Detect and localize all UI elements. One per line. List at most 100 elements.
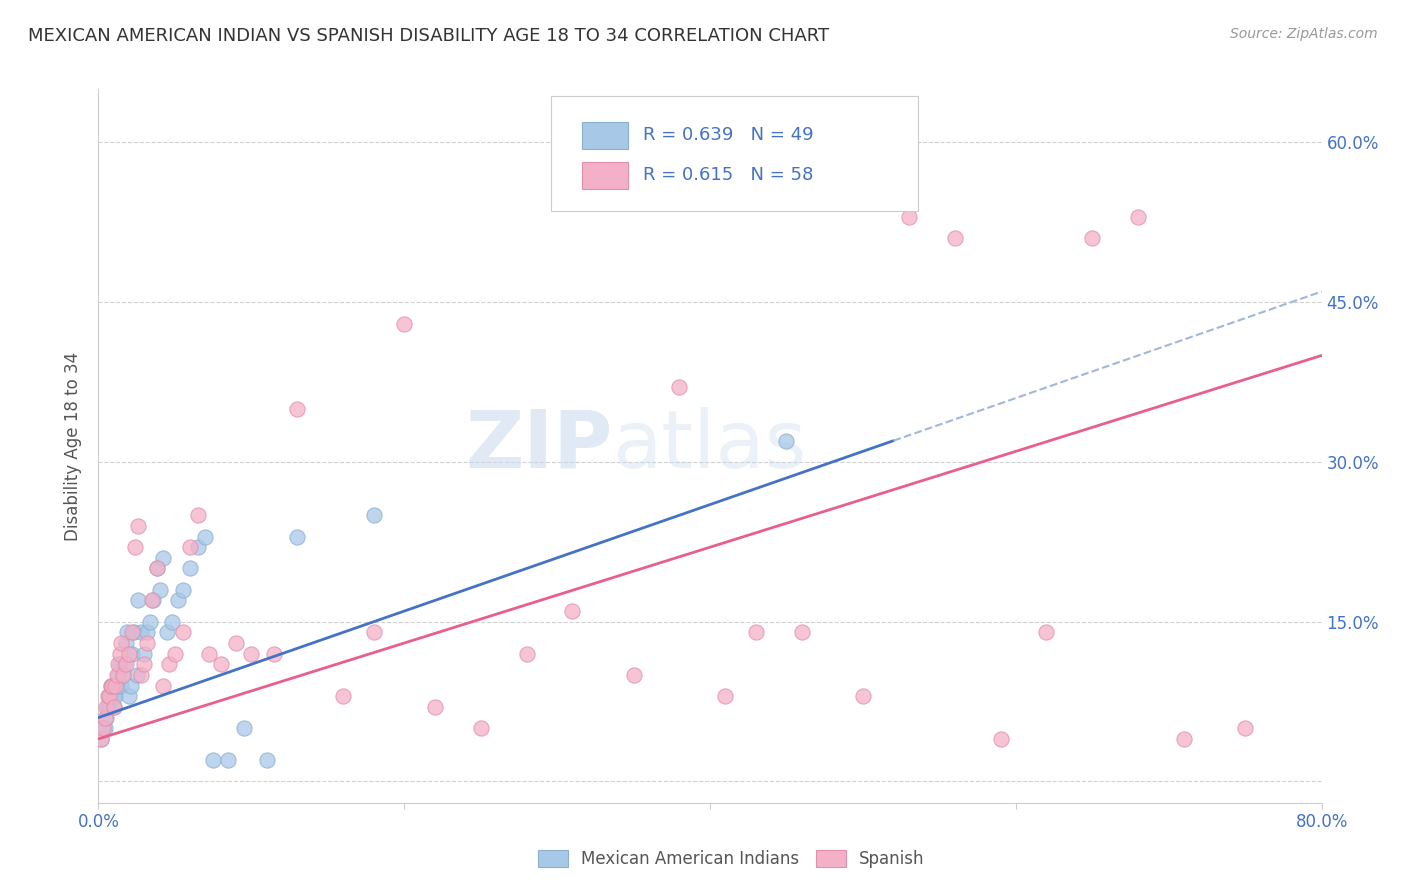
Point [115, 657, 138, 672]
Point [392, 317, 416, 331]
Point [107, 668, 129, 682]
Point [97, 690, 120, 704]
Point [108, 657, 131, 672]
Point [790, 625, 813, 640]
Point [117, 625, 139, 640]
Point [194, 529, 217, 543]
Point [714, 690, 737, 704]
Point [108, 647, 131, 661]
Point [139, 615, 162, 629]
Point [623, 668, 645, 682]
Point [225, 636, 247, 650]
Point [93, 710, 115, 724]
Point [363, 508, 385, 523]
Point [136, 625, 159, 640]
Point [142, 593, 165, 607]
Point [121, 625, 143, 640]
Point [179, 540, 201, 554]
Bar [582, 122, 628, 149]
Text: Source: ZipAtlas.com: Source: ZipAtlas.com [1230, 27, 1378, 41]
Point [156, 625, 179, 640]
Point [105, 679, 128, 693]
Point [943, 231, 966, 245]
Point [129, 668, 152, 682]
Point [112, 657, 135, 672]
Point [111, 668, 134, 682]
Point [187, 508, 209, 523]
Point [100, 679, 122, 693]
Point [163, 647, 186, 661]
Point [285, 529, 308, 543]
Point [363, 625, 385, 640]
Point [105, 668, 128, 682]
Point [1035, 625, 1057, 640]
Point [141, 593, 163, 607]
Point [93, 721, 115, 735]
Point [990, 731, 1012, 746]
Point [145, 561, 167, 575]
Point [157, 657, 180, 672]
Point [107, 657, 129, 672]
Text: atlas: atlas [612, 407, 807, 485]
Point [149, 582, 172, 597]
Point [101, 679, 124, 693]
Point [94, 710, 117, 724]
Point [423, 700, 446, 714]
Point [172, 582, 194, 597]
Point [90, 731, 112, 746]
Text: R = 0.639   N = 49: R = 0.639 N = 49 [643, 127, 814, 145]
Point [263, 647, 285, 661]
Y-axis label: Disability Age 18 to 34: Disability Age 18 to 34 [65, 351, 83, 541]
Point [187, 540, 209, 554]
Point [103, 690, 125, 704]
Legend: Mexican American Indians, Spanish: Mexican American Indians, Spanish [531, 843, 931, 875]
Point [91, 721, 114, 735]
Point [745, 625, 768, 640]
Point [285, 401, 308, 416]
Point [332, 690, 354, 704]
Point [98, 690, 121, 704]
Point [256, 753, 278, 767]
Point [122, 625, 145, 640]
Point [1234, 721, 1257, 735]
Point [97, 700, 120, 714]
Point [98, 690, 121, 704]
Point [240, 647, 263, 661]
Point [125, 668, 148, 682]
Point [118, 690, 141, 704]
Point [197, 647, 219, 661]
Point [120, 679, 142, 693]
Point [118, 647, 141, 661]
Point [145, 561, 167, 575]
Point [217, 753, 239, 767]
Point [94, 700, 117, 714]
Point [103, 700, 125, 714]
Point [127, 593, 149, 607]
Point [134, 657, 156, 672]
Point [103, 700, 125, 714]
Point [121, 647, 143, 661]
Point [110, 636, 132, 650]
Point [852, 690, 875, 704]
Text: MEXICAN AMERICAN INDIAN VS SPANISH DISABILITY AGE 18 TO 34 CORRELATION CHART: MEXICAN AMERICAN INDIAN VS SPANISH DISAB… [28, 27, 830, 45]
Point [202, 753, 225, 767]
Point [668, 380, 690, 394]
Point [561, 604, 583, 618]
Point [897, 210, 920, 224]
Point [167, 593, 190, 607]
Point [90, 731, 112, 746]
Point [91, 721, 114, 735]
Point [98, 700, 121, 714]
Bar [582, 161, 628, 189]
Point [127, 519, 149, 533]
Point [179, 561, 201, 575]
Point [104, 679, 127, 693]
Point [110, 679, 132, 693]
Text: ZIP: ZIP [465, 407, 612, 485]
Point [1173, 731, 1195, 746]
Point [516, 647, 538, 661]
Point [100, 679, 122, 693]
Point [160, 615, 183, 629]
Point [775, 434, 797, 448]
Point [104, 690, 127, 704]
